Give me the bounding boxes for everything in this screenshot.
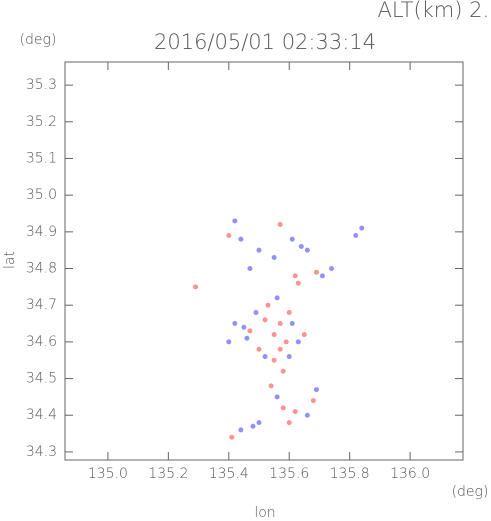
echo-point — [310, 398, 316, 404]
echo-point — [268, 383, 274, 389]
x-axis-label: lon — [254, 505, 275, 521]
echo-point — [359, 225, 365, 231]
x-tick-label: 135.6 — [269, 466, 309, 482]
y-tick-label: 34.4 — [26, 407, 57, 423]
echo-point — [232, 218, 238, 224]
x-tick-label: 135.0 — [88, 466, 128, 482]
echo-point — [274, 295, 280, 301]
chart-title: 2016/05/01 02:33:14 — [154, 30, 376, 54]
echo-point — [319, 273, 325, 279]
echo-point — [301, 332, 307, 338]
echo-point — [277, 222, 283, 228]
echo-point — [265, 302, 271, 308]
echo-point — [329, 266, 335, 272]
echo-point — [280, 368, 286, 374]
echo-point — [283, 339, 289, 345]
echo-point — [353, 233, 359, 239]
echo-point — [253, 310, 259, 316]
echo-point — [313, 269, 319, 275]
echo-point — [271, 332, 277, 338]
echo-point — [262, 317, 268, 323]
echo-point — [289, 236, 295, 242]
echo-point — [304, 247, 310, 253]
echo-point — [292, 409, 298, 415]
echo-point — [247, 328, 253, 334]
y-axis-label: lat — [2, 251, 18, 269]
echo-point — [244, 335, 250, 341]
y-tick-label: 35.2 — [26, 114, 57, 130]
echo-point — [274, 394, 280, 400]
echo-point — [277, 346, 283, 352]
y-tick-label: 35.0 — [26, 187, 57, 203]
echo-point — [250, 423, 256, 429]
y-tick-label: 35.3 — [26, 77, 57, 93]
echo-point — [232, 321, 238, 327]
echo-point — [256, 420, 262, 426]
y-tick-label: 34.5 — [26, 371, 57, 387]
plot-frame — [64, 61, 464, 461]
echo-point — [286, 420, 292, 426]
echo-point — [256, 346, 262, 352]
echo-point — [289, 321, 295, 327]
x-tick-label: 135.8 — [330, 466, 370, 482]
echo-point — [295, 339, 301, 345]
y-tick-label: 34.7 — [26, 297, 57, 313]
altitude-label: ALT(km) 2.0 — [377, 0, 491, 22]
x-unit: (deg) — [452, 484, 489, 500]
echo-point — [277, 321, 283, 327]
echo-point — [295, 280, 301, 286]
echo-point — [286, 310, 292, 316]
echo-point — [247, 266, 253, 272]
echo-point — [193, 284, 199, 290]
echo-point — [292, 273, 298, 279]
echo-point — [241, 324, 247, 330]
echo-point — [256, 247, 262, 253]
echo-point — [262, 354, 268, 360]
y-unit: (deg) — [20, 32, 57, 48]
x-tick-label: 135.2 — [148, 466, 188, 482]
echo-point — [298, 244, 304, 250]
y-tick-label: 35.1 — [26, 150, 57, 166]
y-tick-label: 34.9 — [26, 224, 57, 240]
echo-point — [313, 387, 319, 393]
y-tick-label: 34.6 — [26, 334, 57, 350]
x-tick-label: 136.0 — [390, 466, 430, 482]
echo-point — [280, 405, 286, 411]
y-tick-label: 34.8 — [26, 261, 57, 277]
echo-point — [238, 427, 244, 433]
echo-point — [286, 354, 292, 360]
echo-point — [238, 236, 244, 242]
echo-point — [226, 339, 232, 345]
echo-point — [304, 412, 310, 418]
x-tick-label: 135.4 — [209, 466, 249, 482]
echo-point — [226, 233, 232, 239]
echo-point — [229, 434, 235, 440]
echo-point — [271, 255, 277, 261]
echo-point — [271, 357, 277, 363]
y-tick-label: 34.3 — [26, 444, 57, 460]
